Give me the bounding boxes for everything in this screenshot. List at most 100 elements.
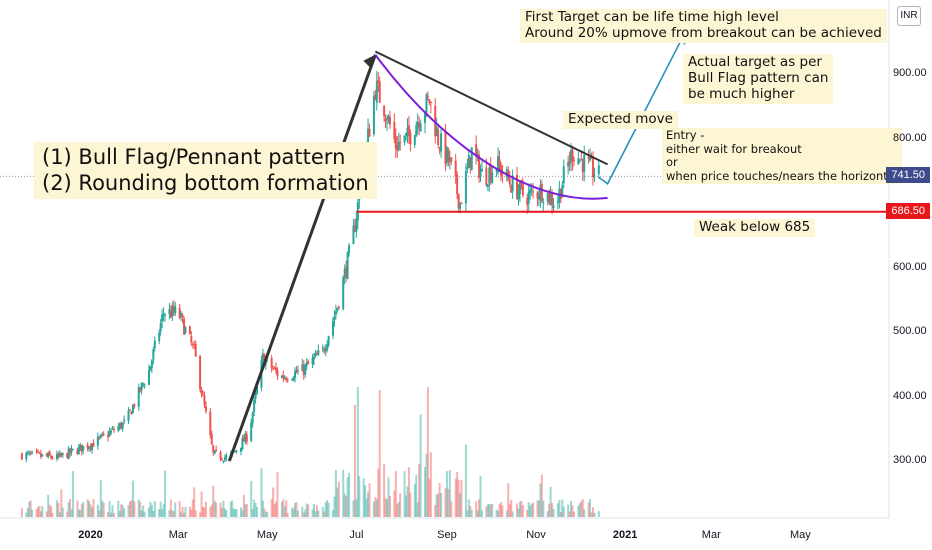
candle-body	[20, 453, 23, 460]
volume-bar	[529, 505, 532, 517]
candle-body	[251, 412, 254, 424]
candle-body	[590, 157, 593, 159]
volume-bar	[88, 501, 91, 517]
volume-bar	[304, 509, 307, 517]
volume-bar	[260, 468, 263, 517]
x-tick-label: May	[789, 529, 811, 541]
candle-body	[35, 450, 38, 452]
volume-bar	[413, 484, 416, 517]
volume-bar	[479, 475, 482, 517]
volume-bar	[96, 504, 99, 517]
volume-bar	[280, 501, 283, 517]
volume-bar	[140, 510, 143, 517]
candle-body	[447, 148, 450, 163]
y-tick-label: 400.00	[893, 389, 927, 402]
volume-bar	[112, 512, 115, 517]
candle-body	[41, 454, 44, 456]
candle-body	[416, 121, 419, 126]
volume-bar	[283, 506, 286, 517]
volume-bar	[131, 480, 134, 517]
volume-bar	[210, 504, 213, 517]
candle-body	[367, 128, 370, 145]
candle-body	[571, 149, 574, 162]
candle-body	[270, 357, 273, 369]
x-tick-label: Mar	[168, 529, 188, 541]
candle-body	[375, 81, 378, 103]
candle-body	[510, 186, 513, 193]
volume-bar	[438, 483, 441, 517]
candle-body	[478, 154, 481, 178]
volume-bar	[41, 506, 44, 517]
candle-body	[183, 318, 186, 335]
volume-bar	[263, 508, 266, 517]
volume-bar	[244, 504, 247, 517]
candle-body	[342, 277, 345, 310]
candle-body	[88, 447, 91, 450]
volume-bar	[517, 508, 520, 517]
volume-bar	[587, 502, 590, 517]
candle-body	[324, 349, 327, 352]
candle-body	[479, 170, 482, 178]
volume-bar	[368, 483, 371, 517]
volume-bar	[212, 485, 215, 517]
candle-body	[171, 305, 174, 317]
candle-body	[406, 127, 409, 137]
volume-bar	[537, 500, 540, 517]
volume-bar	[50, 506, 53, 517]
y-tick-label: 500.00	[893, 325, 927, 338]
candle-body	[67, 448, 70, 459]
candle-body	[275, 367, 278, 371]
volume-bar	[589, 499, 592, 517]
volume-bar	[548, 503, 551, 517]
volume-bars	[20, 387, 600, 517]
candle-body	[110, 430, 112, 433]
volume-bar	[577, 505, 580, 517]
volume-bar	[200, 491, 203, 517]
volume-bar	[362, 478, 365, 517]
candle-body	[388, 116, 391, 125]
volume-bar	[168, 510, 171, 517]
candle-body	[302, 365, 305, 375]
volume-bar	[102, 502, 105, 517]
candle-body	[26, 452, 29, 454]
volume-bar	[593, 512, 596, 517]
volume-bar	[251, 509, 254, 517]
volume-bar	[67, 502, 70, 517]
currency-badge[interactable]: INR	[897, 6, 921, 26]
candle-body	[80, 444, 83, 452]
volume-bar	[72, 471, 75, 517]
volume-bar	[352, 500, 355, 517]
volume-bar	[568, 511, 571, 517]
volume-bar	[273, 503, 276, 517]
candle-body	[321, 347, 324, 349]
volume-bar	[556, 503, 559, 517]
candle-body	[285, 379, 288, 381]
volume-bar	[242, 494, 245, 517]
volume-bar	[444, 488, 447, 517]
volume-bar	[294, 503, 297, 517]
volume-bar	[488, 503, 491, 517]
volume-bar	[307, 504, 310, 517]
candle-body	[418, 122, 421, 129]
candle-body	[526, 197, 529, 206]
candle-body	[407, 125, 410, 135]
volume-bar	[213, 500, 216, 517]
candle-body	[159, 323, 162, 332]
candle-body	[61, 453, 64, 455]
volume-bar	[39, 511, 42, 517]
candle-body	[323, 348, 326, 352]
candle-body	[374, 94, 377, 99]
volume-bar	[526, 510, 529, 517]
volume-bar	[549, 486, 552, 517]
volume-bar	[399, 493, 402, 517]
volume-bar	[378, 390, 381, 517]
volume-bar	[29, 500, 32, 517]
candle-body	[169, 310, 172, 318]
volume-bar	[149, 501, 152, 517]
candle-body	[307, 361, 310, 365]
candle-body	[261, 353, 264, 361]
volume-bar	[327, 502, 330, 517]
candle-body	[313, 357, 316, 360]
volume-bar	[55, 500, 58, 517]
x-tick-label: 2021	[612, 529, 638, 541]
